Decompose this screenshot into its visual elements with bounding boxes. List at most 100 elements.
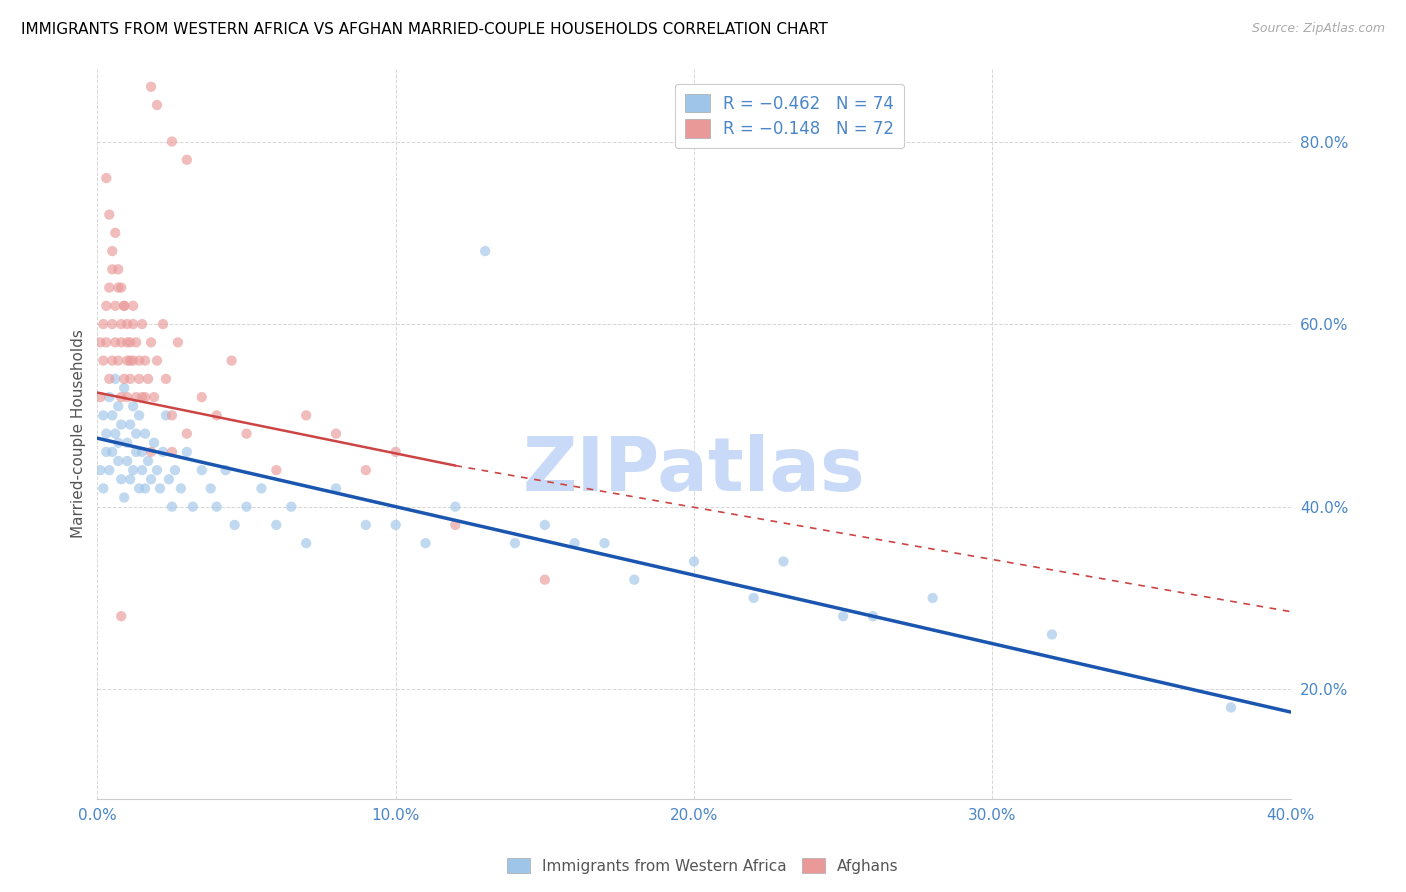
Point xyxy=(110,317,132,331)
Point xyxy=(122,353,145,368)
Point xyxy=(742,591,765,605)
Point xyxy=(683,554,706,568)
Point xyxy=(384,517,406,532)
Point xyxy=(181,500,204,514)
Point xyxy=(280,500,302,514)
Point xyxy=(104,226,127,240)
Point xyxy=(146,98,169,112)
Point xyxy=(89,390,111,404)
Point xyxy=(832,609,855,624)
Point xyxy=(120,335,142,350)
Point xyxy=(110,417,132,432)
Point xyxy=(98,390,121,404)
Point xyxy=(110,472,132,486)
Point xyxy=(155,409,177,423)
Point xyxy=(125,335,148,350)
Point xyxy=(354,463,377,477)
Legend: Immigrants from Western Africa, Afghans: Immigrants from Western Africa, Afghans xyxy=(501,852,905,880)
Point xyxy=(91,482,114,496)
Y-axis label: Married-couple Households: Married-couple Households xyxy=(72,329,86,538)
Point xyxy=(190,463,212,477)
Point xyxy=(152,445,174,459)
Point xyxy=(122,399,145,413)
Point xyxy=(235,500,257,514)
Point xyxy=(155,372,177,386)
Point xyxy=(112,491,135,505)
Point xyxy=(415,536,437,550)
Point xyxy=(104,299,127,313)
Point xyxy=(112,299,135,313)
Point xyxy=(862,609,884,624)
Point xyxy=(115,335,138,350)
Point xyxy=(110,280,132,294)
Point xyxy=(160,409,183,423)
Point xyxy=(474,244,496,258)
Point xyxy=(235,426,257,441)
Point xyxy=(96,171,118,186)
Point xyxy=(104,335,127,350)
Point xyxy=(91,317,114,331)
Text: ZIPatlas: ZIPatlas xyxy=(523,434,865,507)
Point xyxy=(115,317,138,331)
Point xyxy=(107,353,129,368)
Point xyxy=(96,335,118,350)
Point xyxy=(533,573,555,587)
Point xyxy=(295,409,318,423)
Point xyxy=(325,426,347,441)
Point xyxy=(167,335,190,350)
Point xyxy=(533,517,555,532)
Point xyxy=(134,353,156,368)
Point xyxy=(115,353,138,368)
Point xyxy=(107,435,129,450)
Point xyxy=(98,372,121,386)
Point xyxy=(444,517,467,532)
Point xyxy=(136,454,159,468)
Point xyxy=(143,435,166,450)
Point xyxy=(131,317,153,331)
Point xyxy=(128,372,150,386)
Point xyxy=(125,390,148,404)
Point xyxy=(96,299,118,313)
Point xyxy=(107,399,129,413)
Point xyxy=(160,500,183,514)
Point xyxy=(91,409,114,423)
Point xyxy=(354,517,377,532)
Point xyxy=(125,426,148,441)
Point xyxy=(122,299,145,313)
Point xyxy=(125,445,148,459)
Point xyxy=(128,353,150,368)
Point xyxy=(89,463,111,477)
Point xyxy=(160,445,183,459)
Point xyxy=(134,482,156,496)
Point xyxy=(115,390,138,404)
Point xyxy=(176,153,198,167)
Point xyxy=(564,536,586,550)
Point xyxy=(143,390,166,404)
Point xyxy=(120,372,142,386)
Point xyxy=(772,554,794,568)
Point xyxy=(623,573,645,587)
Point xyxy=(190,390,212,404)
Point xyxy=(101,317,124,331)
Point xyxy=(110,390,132,404)
Point xyxy=(122,317,145,331)
Point xyxy=(112,299,135,313)
Point xyxy=(120,417,142,432)
Point xyxy=(146,353,169,368)
Point xyxy=(101,244,124,258)
Point xyxy=(101,409,124,423)
Point xyxy=(146,463,169,477)
Point xyxy=(266,463,288,477)
Point xyxy=(250,482,273,496)
Point xyxy=(107,262,129,277)
Point xyxy=(593,536,616,550)
Point xyxy=(89,335,111,350)
Point xyxy=(295,536,318,550)
Point xyxy=(139,79,162,94)
Point xyxy=(131,390,153,404)
Point xyxy=(134,426,156,441)
Point xyxy=(160,135,183,149)
Point xyxy=(101,445,124,459)
Point xyxy=(325,482,347,496)
Point xyxy=(112,372,135,386)
